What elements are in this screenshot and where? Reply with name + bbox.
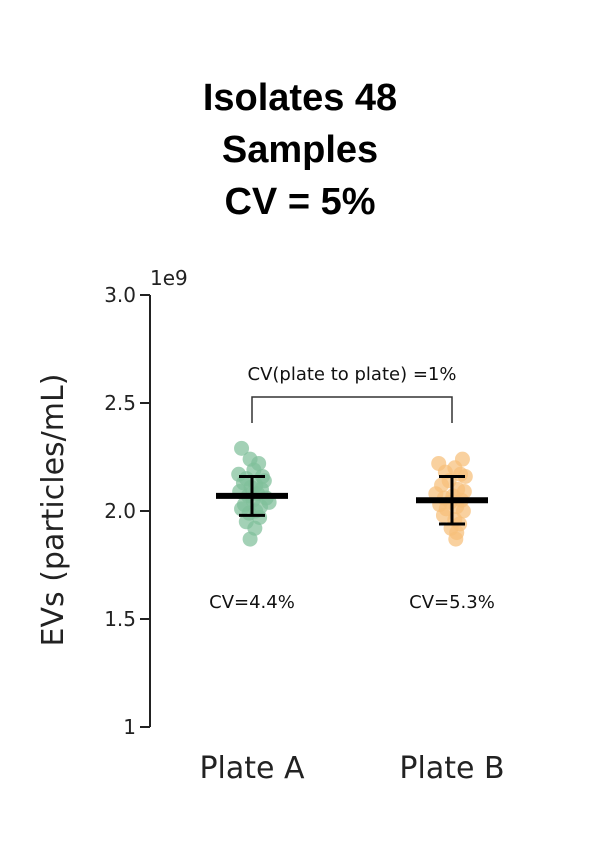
y-tick-label: 3.0 bbox=[104, 283, 136, 307]
cv-label: CV=5.3% bbox=[409, 592, 495, 613]
title-line-3: CV = 5% bbox=[224, 181, 376, 223]
y-tick-label: 1 bbox=[123, 715, 136, 739]
comparison-bracket bbox=[251, 396, 453, 423]
x-category-label: Plate A bbox=[199, 751, 305, 786]
data-point bbox=[448, 531, 464, 547]
cv-label: CV=4.4% bbox=[209, 592, 295, 613]
data-point bbox=[234, 440, 250, 456]
comparison-label: CV(plate to plate) =1% bbox=[248, 364, 457, 385]
data-point bbox=[457, 468, 473, 484]
y-tick-label: 2.5 bbox=[104, 391, 136, 415]
y-tick-label: 2.0 bbox=[104, 499, 136, 523]
chart-title: Isolates 48 Samples CV = 5% bbox=[0, 72, 600, 228]
title-line-2: Samples bbox=[221, 129, 379, 171]
title-line-1: Isolates 48 bbox=[202, 77, 398, 119]
data-point bbox=[242, 531, 258, 547]
x-category-label: Plate B bbox=[399, 751, 504, 786]
data-point bbox=[435, 507, 451, 523]
y-axis-label: EVs (particles/mL) bbox=[36, 374, 71, 647]
y-tick-label: 1.5 bbox=[104, 607, 136, 631]
y-exponent-label: 1e9 bbox=[150, 266, 188, 290]
